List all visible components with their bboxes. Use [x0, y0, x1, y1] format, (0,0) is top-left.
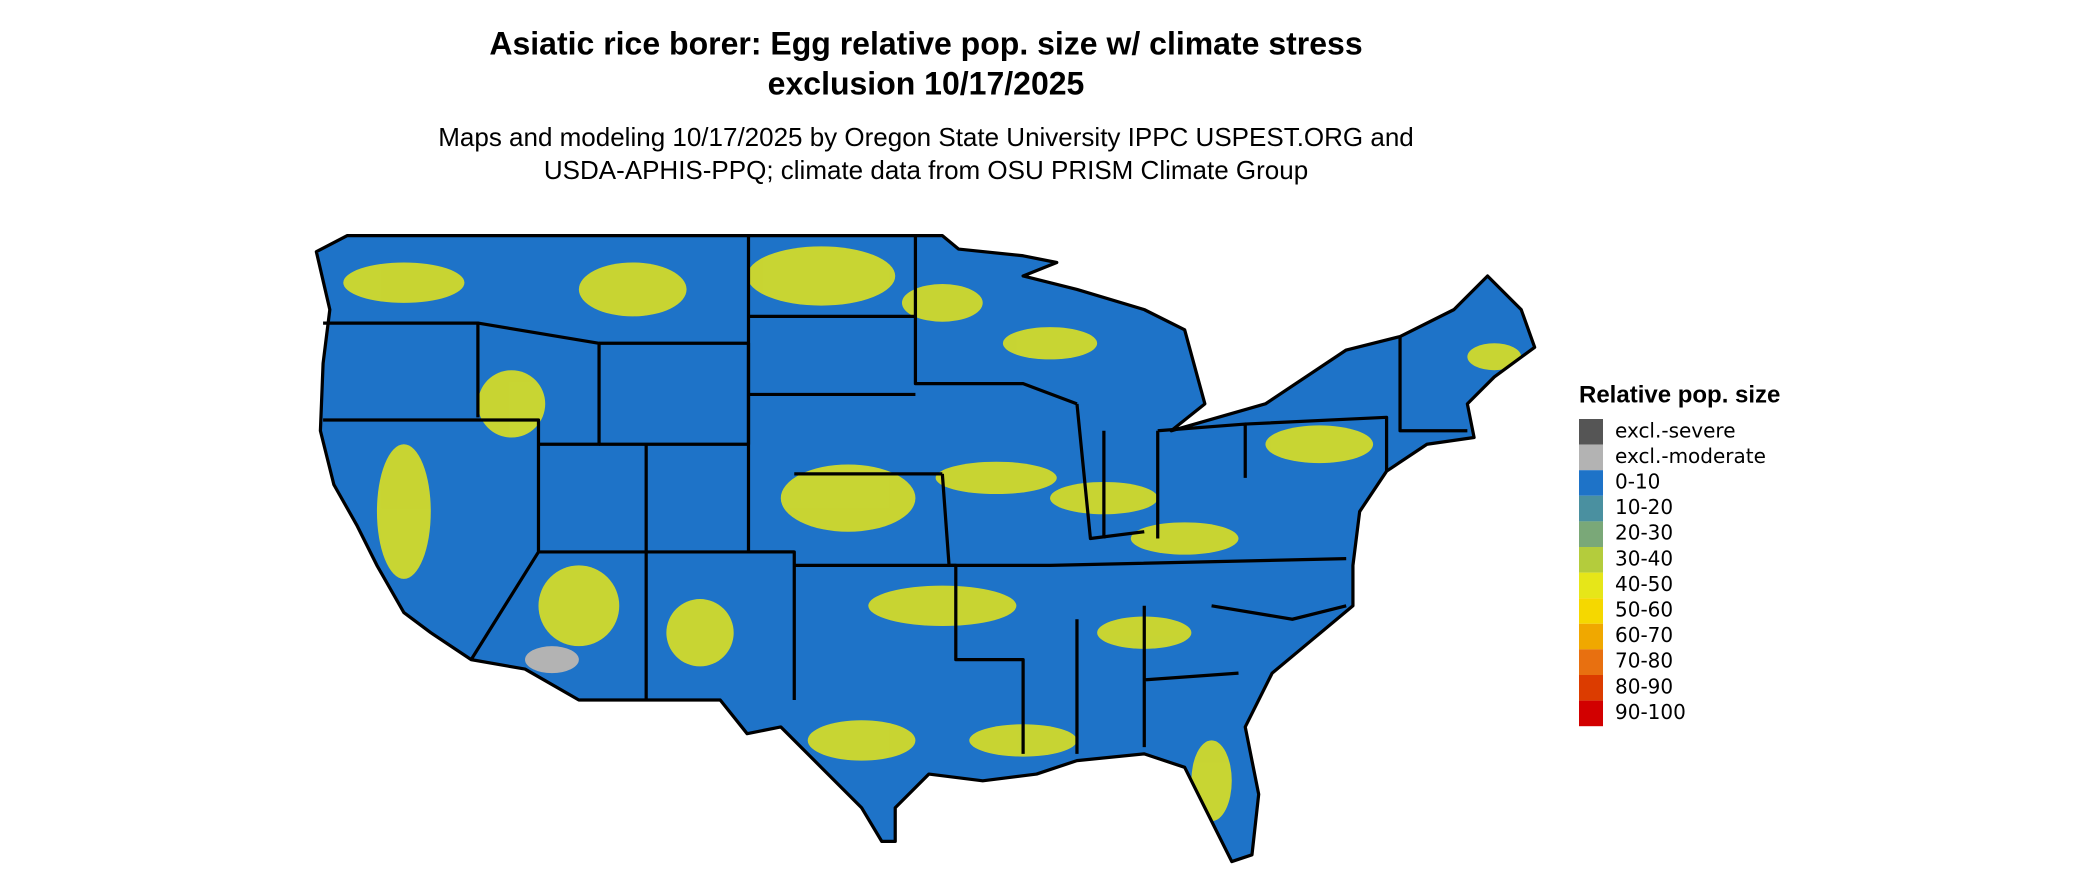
legend-label: 10-20: [1615, 495, 1673, 519]
legend-swatch: [1579, 598, 1603, 624]
legend-label: 80-90: [1615, 674, 1673, 698]
legend-swatch: [1579, 675, 1603, 701]
legend-swatch: [1579, 649, 1603, 675]
state-borders: [323, 235, 1468, 754]
legend-label: 90-100: [1615, 700, 1686, 724]
legend-swatch: [1579, 700, 1603, 727]
legend-label: excl.-moderate: [1615, 444, 1766, 468]
legend-swatch: [1579, 521, 1603, 547]
legend-swatch: [1579, 444, 1603, 471]
subtitle: USDA-APHIS-PPQ; climate data from OSU PR…: [544, 155, 1308, 185]
legend-swatch: [1579, 419, 1603, 445]
exclusion-patch: [525, 646, 579, 674]
suitability-patches: [343, 246, 1522, 822]
legend-title: Relative pop. size: [1579, 381, 1780, 408]
legend-swatch: [1579, 572, 1603, 599]
legend-label: 40-50: [1615, 572, 1673, 596]
map-fill: [316, 235, 1535, 862]
legend-swatch: [1579, 623, 1603, 650]
legend-swatch: [1579, 495, 1603, 522]
title: exclusion 10/17/2025: [768, 65, 1085, 101]
legend-label: 30-40: [1615, 546, 1673, 570]
legend-label: 0-10: [1615, 470, 1660, 494]
legend-label: 60-70: [1615, 623, 1673, 647]
legend-label: 70-80: [1615, 649, 1673, 673]
legend-label: 50-60: [1615, 598, 1673, 622]
title: Asiatic rice borer: Egg relative pop. si…: [489, 25, 1362, 61]
legend-swatch: [1579, 470, 1603, 496]
legend-label: 20-30: [1615, 521, 1673, 545]
subtitle: Maps and modeling 10/17/2025 by Oregon S…: [438, 122, 1414, 152]
legend: excl.-severeexcl.-moderate0-1010-2020-30…: [1579, 418, 1766, 727]
legend-label: excl.-severe: [1615, 418, 1736, 442]
us-map: [314, 233, 1537, 864]
legend-swatch: [1579, 547, 1603, 573]
